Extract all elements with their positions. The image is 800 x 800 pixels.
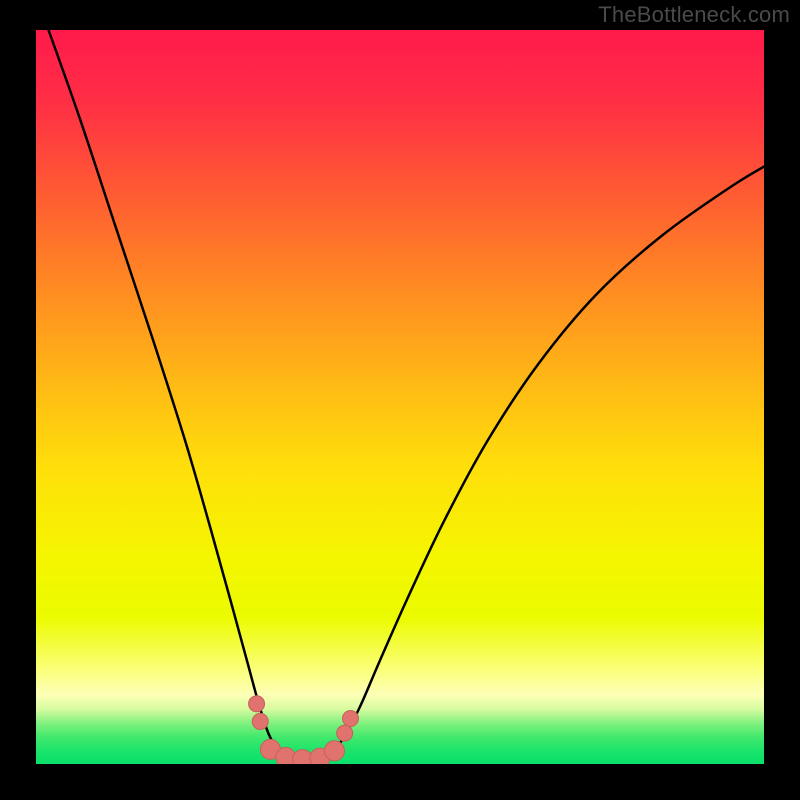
watermark-text: TheBottleneck.com: [598, 2, 790, 28]
curve-marker: [249, 696, 265, 712]
curve-marker: [324, 741, 344, 761]
curve-marker: [292, 750, 312, 770]
curve-marker: [342, 710, 358, 726]
curve-marker: [337, 725, 353, 741]
plot-background: [36, 30, 764, 764]
bottleneck-chart: [0, 0, 800, 800]
curve-marker: [252, 713, 268, 729]
